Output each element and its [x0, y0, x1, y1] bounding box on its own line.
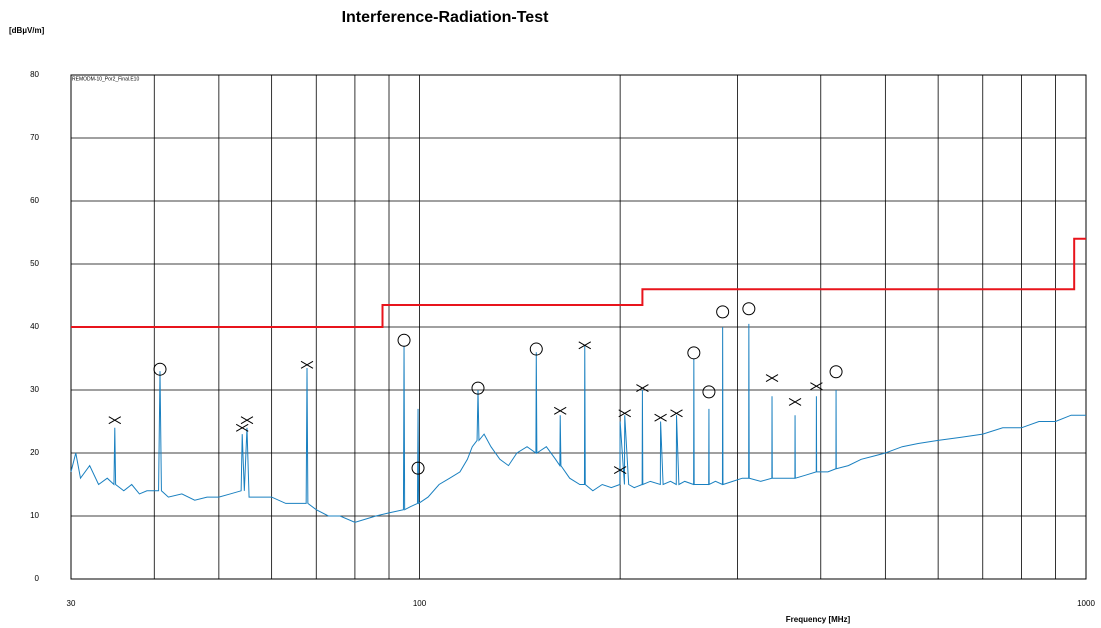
quasi-peak-marker: [153, 362, 167, 376]
y-tick-label: 60: [30, 196, 39, 205]
peak-marker: [613, 466, 627, 474]
peak-marker: [636, 384, 649, 393]
x-axis-label: Frequency [MHz]: [786, 615, 851, 624]
peak-marker: [670, 409, 683, 418]
quasi-peak-marker: [397, 333, 411, 347]
x-tick-label: 30: [67, 599, 76, 608]
measurement-trace: [70, 323, 1086, 523]
peak-marker: [240, 416, 254, 425]
quasi-peak-marker: [411, 461, 425, 475]
quasi-peak-marker: [529, 342, 543, 356]
peak-marker: [553, 406, 567, 415]
y-tick-label: 70: [30, 133, 39, 142]
y-axis-label: [dBµV/m]: [9, 26, 45, 35]
peak-marker: [235, 423, 249, 432]
y-tick-label: 10: [30, 511, 39, 520]
quasi-peak-marker: [687, 346, 701, 360]
y-tick-label: 0: [35, 574, 40, 583]
peak-marker: [108, 416, 122, 425]
peak-marker: [618, 409, 631, 418]
y-tick-label: 80: [30, 70, 39, 79]
quasi-peak-marker: [716, 305, 730, 319]
x-tick-label: 100: [413, 599, 427, 608]
peak-marker: [654, 413, 667, 422]
quasi-peak-marker: [471, 381, 485, 395]
peak-marker: [765, 374, 779, 382]
y-tick-label: 30: [30, 385, 39, 394]
y-tick-label: 20: [30, 448, 39, 457]
y-tick-label: 50: [30, 259, 39, 268]
peak-marker: [788, 398, 802, 406]
y-tick-label: 40: [30, 322, 39, 331]
limit-line: [71, 237, 1086, 328]
annotation: REMODM-10_Por2_Final.E10: [72, 76, 139, 82]
peak-marker: [578, 341, 592, 350]
peak-marker: [810, 382, 823, 391]
quasi-peak-marker: [702, 385, 716, 399]
quasi-peak-marker: [829, 365, 843, 379]
quasi-peak-marker: [742, 302, 756, 316]
chart-title: Interference-Radiation-Test: [342, 9, 550, 26]
peak-marker: [300, 360, 314, 369]
x-tick-label: 1000: [1077, 599, 1095, 608]
